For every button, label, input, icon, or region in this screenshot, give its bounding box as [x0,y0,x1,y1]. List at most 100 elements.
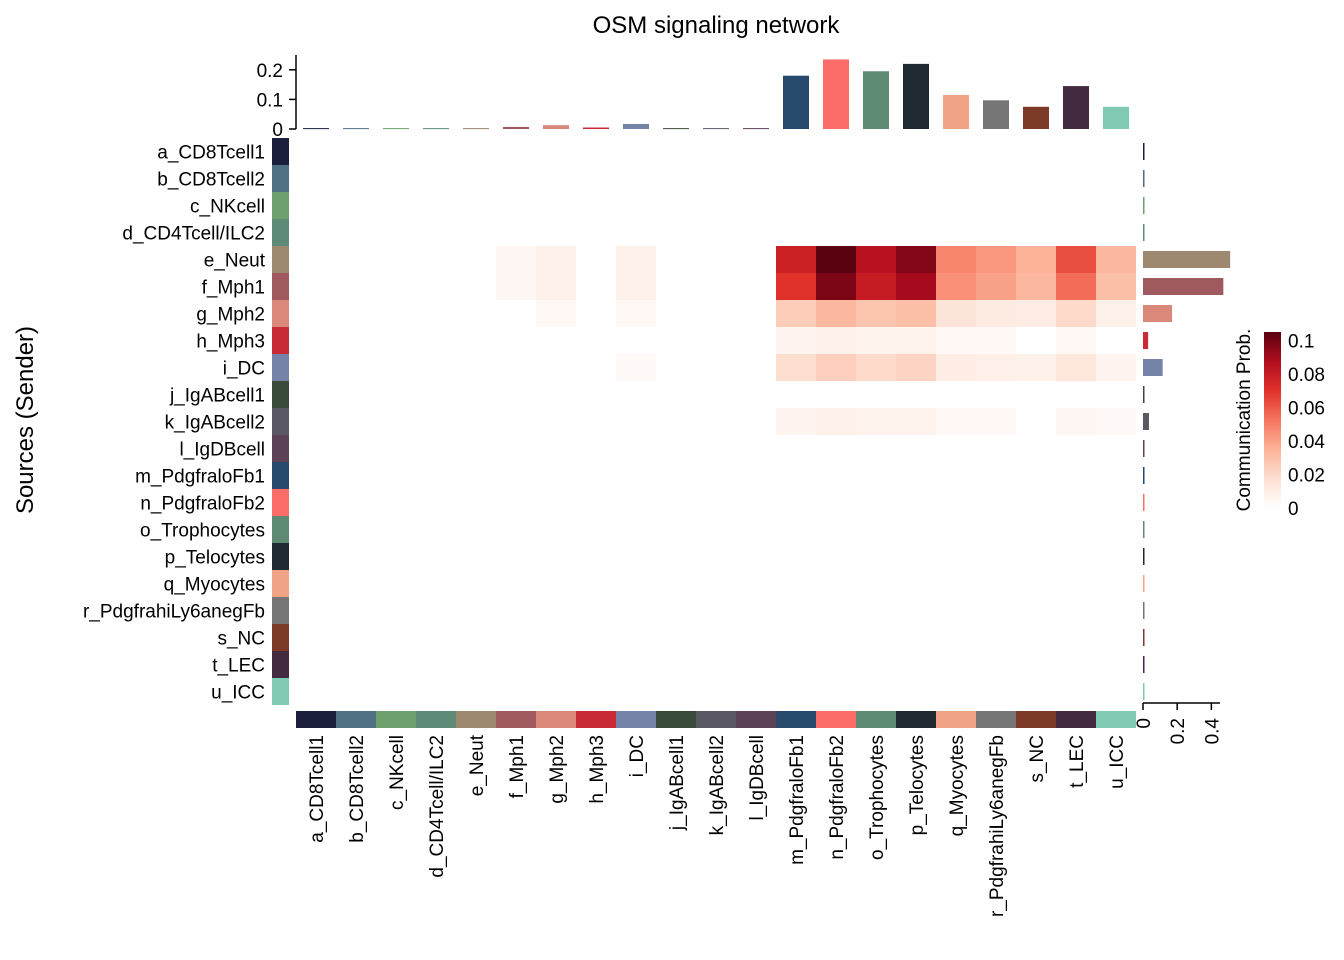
column-color-swatch [536,711,576,728]
heatmap-cell [496,273,536,300]
outgoing-bar [1143,305,1173,322]
row-color-swatch [272,165,289,192]
heatmap-cell [1096,408,1136,435]
incoming-bar [463,128,489,130]
row-color-swatch [272,300,289,327]
heatmap-cell [856,327,896,354]
row-label: j_IgABcell1 [169,386,265,407]
heatmap-cell [496,246,536,273]
column-color-swatch [736,711,776,728]
heatmap-cell [936,300,976,327]
heatmap-cell [816,327,856,354]
heatmap-cell [856,408,896,435]
heatmap-cell [896,408,936,435]
outgoing-bar [1143,413,1149,430]
row-label: p_Telocytes [165,548,265,569]
row-label: g_Mph2 [196,305,265,326]
chart-title: OSM signaling network [593,12,841,39]
column-label: g_Mph2 [547,735,568,804]
outgoing-bar [1143,683,1145,700]
heatmap-cells [496,246,1136,435]
heatmap-cell [536,273,576,300]
heatmap-cell [976,408,1016,435]
heatmap-cell [976,354,1016,381]
incoming-bar [343,128,369,130]
incoming-bar [623,123,649,129]
row-label: l_IgDBcell [179,440,265,461]
incoming-bar [1063,86,1089,129]
legend-tick-label: 0.06 [1288,398,1325,419]
top-axis-tick-label: 0 [272,120,283,141]
heatmap-cell [776,408,816,435]
heatmap-cell [536,300,576,327]
column-label: q_Myocytes [947,735,968,836]
heatmap-cell [1056,300,1096,327]
heatmap-cell [1096,273,1136,300]
column-color-swatch [816,711,856,728]
incoming-bar [743,128,769,130]
row-color-swatch [272,678,289,705]
column-label: k_IgABcell2 [707,735,728,835]
heatmap-cell [1056,246,1096,273]
row-label: d_CD4Tcell/ILC2 [122,224,265,245]
outgoing-bar [1143,629,1145,646]
heatmap-cell [976,246,1016,273]
heatmap-cell [1056,273,1096,300]
column-color-swatch [456,711,496,728]
heatmap-cell [776,354,816,381]
outgoing-bar [1143,332,1149,349]
heatmap-cell [936,246,976,273]
column-color-swatch [1016,711,1056,728]
outgoing-bar-plot: 0 0.2 0.4 [1134,143,1231,745]
row-color-swatch [272,651,289,678]
heatmap-cell [1016,273,1056,300]
heatmap-cell [976,300,1016,327]
heatmap-cell [896,273,936,300]
incoming-bar [1023,106,1049,129]
row-color-swatch [272,435,289,462]
heatmap-cell [816,408,856,435]
heatmap-cell [856,273,896,300]
row-label: o_Trophocytes [140,521,265,542]
right-axis-tick-label: 0 [1134,718,1155,729]
right-axis-tick-label: 0.4 [1202,718,1223,745]
y-axis-title: Sources (Sender) [12,326,39,514]
row-color-swatch [272,273,289,300]
heatmap-cell [1056,327,1096,354]
row-label: b_CD8Tcell2 [157,170,265,191]
incoming-bar [823,59,849,129]
outgoing-bar [1143,602,1145,619]
row-color-swatch [272,516,289,543]
heatmap-cell [1016,246,1056,273]
incoming-bar [423,128,449,130]
column-label: a_CD8Tcell1 [307,735,328,843]
incoming-bar [663,128,689,130]
heatmap-cell [616,246,656,273]
heatmap-cell [1096,246,1136,273]
column-color-swatch [856,711,896,728]
legend-tick-label: 0.1 [1288,331,1314,352]
outgoing-bar [1143,548,1145,565]
incoming-bar [943,94,969,129]
outgoing-bar [1143,467,1145,484]
row-color-swatch [272,543,289,570]
incoming-bar [383,128,409,130]
column-color-swatch [336,711,376,728]
incoming-bar [583,127,609,129]
outgoing-bar [1143,521,1145,538]
heatmap-cell [856,246,896,273]
row-color-swatch [272,192,289,219]
column-color-swatch [376,711,416,728]
top-axis-tick-label: 0.2 [257,61,283,82]
row-label: s_NC [217,629,265,650]
row-label: f_Mph1 [202,278,265,299]
row-color-swatch [272,354,289,381]
row-label: n_PdgfraloFb2 [140,494,265,515]
heatmap-cell [776,327,816,354]
heatmap-cell [616,273,656,300]
column-label: j_IgABcell1 [667,735,688,831]
heatmap-cell [896,246,936,273]
incoming-bar [303,128,329,130]
legend-tick-label: 0.08 [1288,365,1325,386]
outgoing-bar [1143,170,1145,187]
